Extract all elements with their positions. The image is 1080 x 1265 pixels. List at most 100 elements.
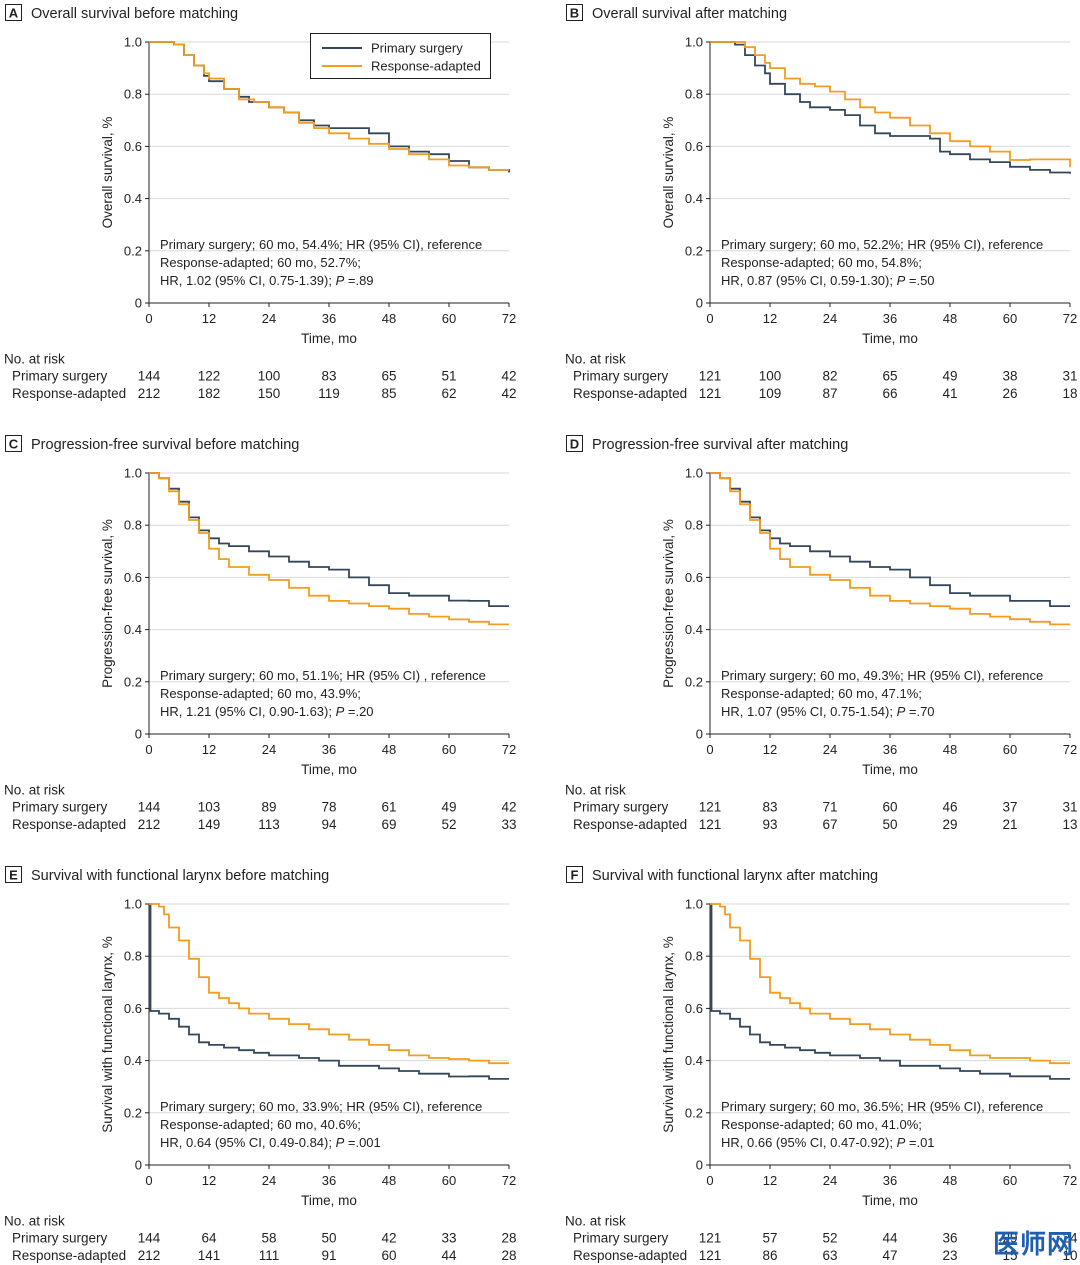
annotation-line-1: Primary surgery; 60 mo, 49.3%; HR (95% C… (721, 668, 1043, 683)
risk-count: 89 (261, 800, 276, 815)
risk-count: 31 (1062, 369, 1077, 384)
km-curve-response-adapted (710, 472, 1070, 626)
risk-count: 29 (1002, 1231, 1017, 1246)
annotation-line-3: HR, 1.21 (95% CI, 0.90-1.63); P =.20 (160, 704, 374, 719)
km-curve-response-adapted (149, 903, 509, 1065)
risk-count: 86 (762, 1248, 777, 1263)
risk-row-label: Primary surgery (573, 800, 669, 815)
annotation-line-2: Response-adapted; 60 mo, 54.8%; (721, 255, 922, 270)
panel-letter: B (570, 6, 579, 21)
risk-count: 23 (942, 1248, 957, 1263)
panel-letter-box (566, 866, 583, 883)
risk-count: 24 (1062, 1231, 1078, 1246)
x-tick-label: 60 (442, 311, 456, 326)
risk-count: 150 (258, 386, 281, 401)
y-tick-label: 0.8 (685, 87, 703, 102)
risk-count: 66 (882, 386, 897, 401)
x-tick-label: 72 (1063, 311, 1077, 326)
annotation-line-1: Primary surgery; 60 mo, 51.1%; HR (95% C… (160, 668, 486, 683)
risk-count: 50 (321, 1231, 336, 1246)
annotation-p-symbol: P (897, 273, 906, 288)
x-tick-label: 72 (502, 1173, 516, 1188)
x-axis-label: Time, mo (301, 331, 357, 346)
risk-count: 144 (138, 800, 161, 815)
risk-count: 212 (138, 386, 161, 401)
y-tick-label: 0.4 (124, 1053, 142, 1068)
risk-count: 85 (381, 386, 396, 401)
x-tick-label: 36 (883, 742, 897, 757)
panel-letter: A (9, 6, 19, 21)
risk-row-label: Primary surgery (12, 800, 108, 815)
x-tick-label: 24 (262, 311, 276, 326)
risk-count: 111 (259, 1248, 280, 1263)
panel-a: A Overall survival before matching 0 0.2 0.4… (4, 4, 517, 401)
annotation-line-3: HR, 0.64 (95% CI, 0.49-0.84); P =.001 (160, 1135, 381, 1150)
x-tick-label: 48 (943, 311, 957, 326)
annotation-line-3: HR, 1.02 (95% CI, 0.75-1.39); P =.89 (160, 273, 374, 288)
x-tick-label: 36 (322, 742, 336, 757)
km-curve-primary-surgery (710, 41, 1071, 174)
x-tick-label: 36 (322, 1173, 336, 1188)
annotation-hr: HR, 0.66 (95% CI, 0.47-0.92); (721, 1135, 897, 1150)
risk-count: 57 (762, 1231, 777, 1246)
x-tick-label: 60 (442, 1173, 456, 1188)
risk-count: 50 (882, 817, 897, 832)
risk-count: 21 (1002, 817, 1017, 832)
panel-e: E Survival with functional larynx before … (4, 866, 517, 1263)
annotation-p-value: =.01 (905, 1135, 934, 1150)
risk-count: 67 (822, 817, 837, 832)
y-tick-label: 0.8 (685, 518, 703, 533)
risk-count: 44 (882, 1231, 898, 1246)
x-tick-label: 36 (322, 311, 336, 326)
y-axis-label: Overall survival, % (100, 117, 115, 229)
panel-letter: F (571, 868, 579, 883)
legend-label-primary: Primary surgery (371, 41, 463, 56)
y-tick-label: 0.2 (124, 1105, 142, 1120)
x-axis-label: Time, mo (862, 331, 918, 346)
y-tick-label: 0 (135, 727, 142, 742)
y-axis-label: Survival with functional larynx, % (661, 936, 676, 1133)
y-tick-label: 1.0 (124, 466, 142, 481)
panel-f: F Survival with functional larynx after m… (565, 866, 1078, 1263)
x-tick-label: 12 (202, 1173, 216, 1188)
risk-row-label: Response-adapted (573, 386, 687, 401)
risk-count: 10 (1062, 1248, 1077, 1263)
annotation-p-value: =.50 (905, 273, 934, 288)
risk-count: 121 (699, 817, 722, 832)
y-tick-label: 0.6 (685, 139, 703, 154)
panel-title: Progression-free survival after matching (592, 437, 848, 453)
annotation-p-value: =.89 (344, 273, 373, 288)
risk-count: 41 (942, 386, 957, 401)
x-tick-label: 12 (763, 1173, 777, 1188)
y-tick-label: 0.2 (685, 1105, 703, 1120)
risk-count: 63 (822, 1248, 837, 1263)
x-tick-label: 12 (202, 311, 216, 326)
panel-title: Overall survival before matching (31, 6, 238, 22)
risk-count: 38 (1002, 369, 1017, 384)
x-tick-label: 48 (943, 742, 957, 757)
panel-letter: C (9, 437, 19, 452)
risk-count: 60 (381, 1248, 396, 1263)
y-tick-label: 1.0 (685, 466, 703, 481)
y-axis-label: Progression-free survival, % (661, 519, 676, 688)
risk-row-label: Primary surgery (12, 1231, 108, 1246)
risk-count: 33 (501, 817, 516, 832)
risk-count: 121 (699, 1248, 722, 1263)
km-curve-response-adapted (149, 41, 509, 171)
risk-count: 15 (1002, 1248, 1017, 1263)
risk-table-header: No. at risk (4, 352, 65, 367)
x-tick-label: 48 (382, 311, 396, 326)
x-tick-label: 0 (706, 1173, 713, 1188)
annotation-line-3: HR, 0.66 (95% CI, 0.47-0.92); P =.01 (721, 1135, 935, 1150)
risk-table-header: No. at risk (565, 1214, 626, 1229)
annotation-line-3: HR, 1.07 (95% CI, 0.75-1.54); P =.70 (721, 704, 935, 719)
x-tick-label: 72 (502, 311, 516, 326)
y-tick-label: 0.4 (124, 191, 142, 206)
risk-count: 51 (441, 369, 456, 384)
y-tick-label: 1.0 (685, 35, 703, 50)
risk-count: 37 (1002, 800, 1017, 815)
x-tick-label: 72 (1063, 1173, 1077, 1188)
annotation-hr: HR, 1.21 (95% CI, 0.90-1.63); (160, 704, 336, 719)
panel-letter-box (566, 435, 583, 452)
y-tick-label: 0.6 (685, 1001, 703, 1016)
